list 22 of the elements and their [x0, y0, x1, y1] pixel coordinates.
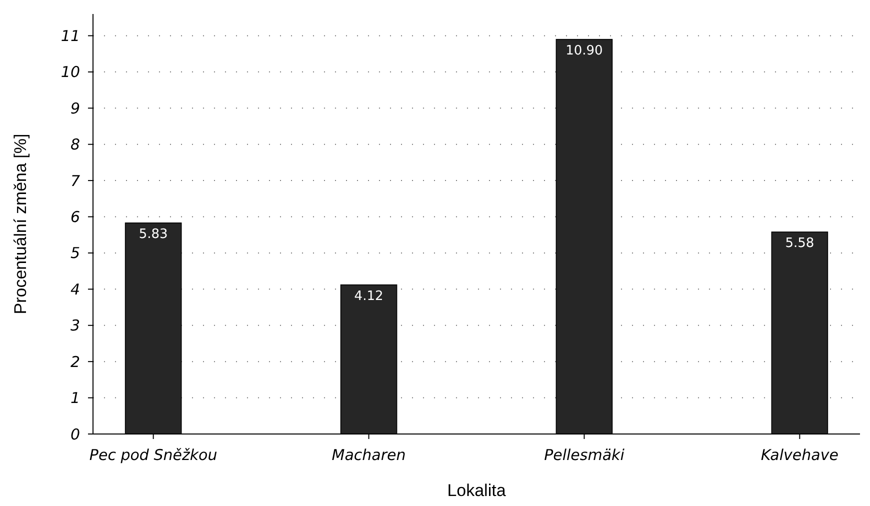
- y-tick-label: 6: [70, 208, 80, 226]
- x-axis-title: Lokalita: [447, 481, 506, 500]
- y-tick-label: 4: [70, 280, 80, 298]
- y-tick-label: 0: [70, 425, 80, 444]
- data-label: 4.12: [354, 288, 384, 304]
- y-tick-label: 5: [70, 244, 80, 262]
- data-label: 5.83: [138, 226, 168, 242]
- x-tick-label: Macharen: [332, 446, 406, 464]
- y-tick-label: 10: [60, 63, 80, 82]
- y-tick-label: 2: [70, 352, 80, 371]
- data-label: 5.58: [785, 236, 814, 251]
- y-tick-label: 9: [70, 99, 80, 118]
- y-tick-label: 8: [70, 136, 80, 154]
- data-label: 10.90: [566, 43, 603, 58]
- y-tick-label: 1: [70, 389, 80, 408]
- x-tick-label: Kalvehave: [760, 446, 838, 464]
- x-tick-label: Pellesmäki: [544, 446, 626, 464]
- y-tick-label: 3: [70, 316, 80, 335]
- y-tick-label: 11: [60, 26, 80, 45]
- y-tick-label: 7: [70, 172, 80, 190]
- y-axis-title: Procentuální změna [%]: [11, 134, 30, 314]
- x-tick-label: Pec pod Sněžkou: [89, 446, 218, 464]
